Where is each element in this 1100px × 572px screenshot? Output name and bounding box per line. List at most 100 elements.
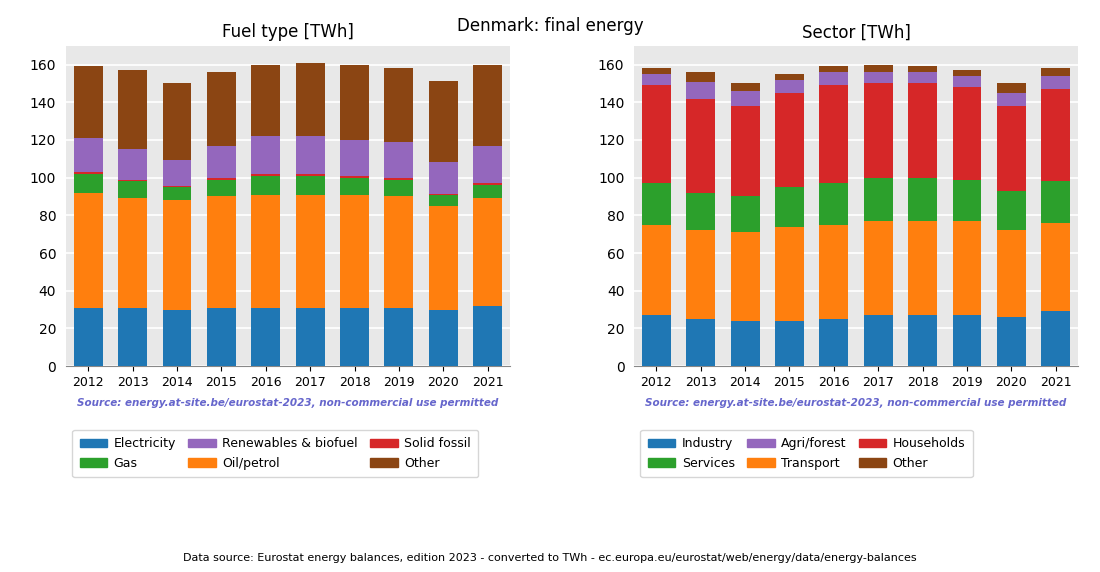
Bar bbox=[997, 191, 1026, 231]
Bar bbox=[820, 319, 848, 366]
Bar bbox=[385, 142, 414, 178]
Bar bbox=[163, 160, 191, 186]
Bar bbox=[429, 194, 458, 206]
Text: Denmark: final energy: Denmark: final energy bbox=[456, 17, 644, 35]
Bar bbox=[997, 93, 1026, 106]
Bar bbox=[74, 66, 102, 138]
Bar bbox=[1042, 69, 1070, 76]
Bar bbox=[686, 193, 715, 231]
Bar bbox=[776, 187, 804, 227]
Bar bbox=[909, 84, 937, 178]
Bar bbox=[163, 82, 191, 160]
Bar bbox=[730, 106, 759, 197]
Bar bbox=[296, 136, 324, 174]
Bar bbox=[776, 74, 804, 80]
Bar bbox=[207, 308, 235, 366]
Bar bbox=[686, 319, 715, 366]
Bar bbox=[473, 306, 502, 366]
Title: Sector [TWh]: Sector [TWh] bbox=[802, 23, 911, 41]
Bar bbox=[909, 72, 937, 84]
Bar bbox=[1042, 223, 1070, 311]
Bar bbox=[473, 183, 502, 185]
Bar bbox=[296, 308, 324, 366]
Bar bbox=[74, 193, 102, 308]
Bar bbox=[953, 70, 981, 76]
Bar bbox=[953, 315, 981, 366]
Bar bbox=[776, 321, 804, 366]
Bar bbox=[730, 84, 759, 91]
Bar bbox=[118, 149, 147, 180]
Bar bbox=[642, 315, 671, 366]
Text: Source: energy.at-site.be/eurostat-2023, non-commercial use permitted: Source: energy.at-site.be/eurostat-2023,… bbox=[77, 398, 498, 408]
Text: Data source: Eurostat energy balances, edition 2023 - converted to TWh - ec.euro: Data source: Eurostat energy balances, e… bbox=[184, 553, 916, 562]
Bar bbox=[340, 308, 368, 366]
Bar bbox=[953, 87, 981, 180]
Bar bbox=[385, 178, 414, 180]
Bar bbox=[730, 321, 759, 366]
Bar bbox=[207, 197, 235, 308]
Bar bbox=[207, 178, 235, 180]
Bar bbox=[296, 176, 324, 194]
Text: Source: energy.at-site.be/eurostat-2023, non-commercial use permitted: Source: energy.at-site.be/eurostat-2023,… bbox=[646, 398, 1067, 408]
Bar bbox=[864, 221, 893, 315]
Bar bbox=[251, 65, 280, 136]
Bar bbox=[864, 178, 893, 221]
Bar bbox=[642, 225, 671, 315]
Bar bbox=[820, 85, 848, 183]
Bar bbox=[385, 197, 414, 308]
Bar bbox=[340, 176, 368, 178]
Bar bbox=[473, 185, 502, 198]
Bar bbox=[163, 187, 191, 200]
Bar bbox=[473, 65, 502, 146]
Bar bbox=[429, 81, 458, 162]
Bar bbox=[296, 63, 324, 136]
Bar bbox=[1042, 181, 1070, 223]
Bar bbox=[953, 76, 981, 87]
Bar bbox=[340, 65, 368, 140]
Bar bbox=[207, 180, 235, 197]
Bar bbox=[820, 225, 848, 319]
Bar bbox=[340, 178, 368, 194]
Bar bbox=[686, 82, 715, 98]
Bar bbox=[864, 65, 893, 72]
Title: Fuel type [TWh]: Fuel type [TWh] bbox=[222, 23, 354, 41]
Bar bbox=[909, 66, 937, 72]
Bar bbox=[820, 66, 848, 72]
Bar bbox=[642, 69, 671, 74]
Bar bbox=[385, 180, 414, 197]
Bar bbox=[296, 174, 324, 176]
Bar bbox=[429, 309, 458, 366]
Bar bbox=[74, 174, 102, 193]
Bar bbox=[686, 72, 715, 82]
Bar bbox=[296, 194, 324, 308]
Bar bbox=[864, 315, 893, 366]
Bar bbox=[251, 194, 280, 308]
Legend: Industry, Services, Agri/forest, Transport, Households, Other: Industry, Services, Agri/forest, Transpo… bbox=[640, 430, 972, 477]
Bar bbox=[163, 309, 191, 366]
Bar bbox=[251, 174, 280, 176]
Bar bbox=[118, 180, 147, 181]
Bar bbox=[385, 308, 414, 366]
Bar bbox=[642, 74, 671, 85]
Bar bbox=[251, 308, 280, 366]
Bar bbox=[686, 98, 715, 193]
Bar bbox=[864, 84, 893, 178]
Bar bbox=[74, 308, 102, 366]
Bar bbox=[776, 93, 804, 187]
Bar bbox=[776, 80, 804, 93]
Bar bbox=[429, 162, 458, 194]
Bar bbox=[340, 194, 368, 308]
Bar bbox=[953, 221, 981, 315]
Bar bbox=[864, 72, 893, 84]
Bar bbox=[642, 183, 671, 225]
Bar bbox=[429, 206, 458, 309]
Bar bbox=[820, 72, 848, 85]
Bar bbox=[909, 221, 937, 315]
Bar bbox=[730, 232, 759, 321]
Bar bbox=[207, 72, 235, 146]
Bar bbox=[730, 197, 759, 232]
Bar bbox=[1042, 76, 1070, 89]
Bar bbox=[730, 91, 759, 106]
Bar bbox=[997, 231, 1026, 317]
Bar bbox=[118, 308, 147, 366]
